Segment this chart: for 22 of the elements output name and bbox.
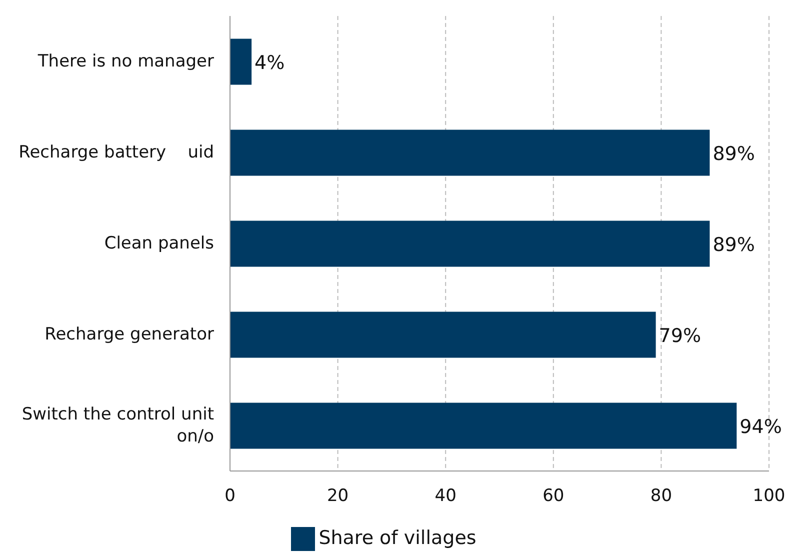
y-tick-label: Recharge generator	[44, 324, 214, 344]
data-label: 79%	[658, 324, 702, 347]
bar	[230, 130, 710, 176]
bar	[230, 38, 252, 85]
data-label: 4%	[254, 52, 285, 74]
x-tick-label: 40	[434, 486, 456, 506]
y-tick-label: Switch the control unit on/o	[22, 404, 214, 446]
y-tick-label: Clean panels	[104, 233, 214, 254]
data-label: 89%	[712, 234, 755, 256]
x-tick-label: 80	[650, 486, 672, 506]
x-tick-label: 60	[542, 486, 564, 506]
x-tick-label: 0	[224, 486, 236, 506]
y-tick-label: There is no manager	[36, 51, 214, 72]
x-tick-label: 20	[326, 486, 349, 506]
bar	[230, 402, 737, 449]
x-tick-label: 100	[752, 486, 786, 506]
data-label: 89%	[712, 142, 755, 165]
data-label: 94%	[740, 416, 782, 438]
bar	[230, 312, 656, 358]
legend-label: Share of villages	[318, 527, 476, 550]
bar	[230, 220, 710, 267]
y-tick-label: Recharge battery uid	[18, 142, 214, 162]
